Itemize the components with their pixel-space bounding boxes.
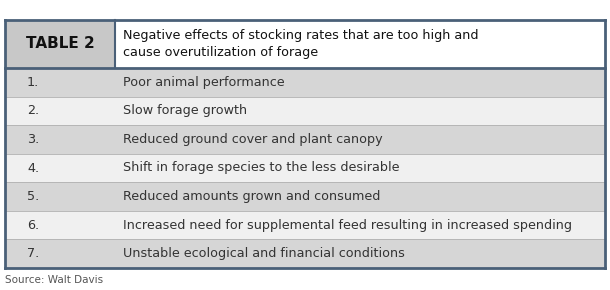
Bar [5, 240, 605, 268]
Text: 7.: 7. [27, 247, 39, 260]
Text: 4.: 4. [27, 162, 39, 175]
Bar [5, 97, 605, 125]
Text: Poor animal performance: Poor animal performance [123, 76, 285, 89]
Text: 3.: 3. [27, 133, 39, 146]
Bar [5, 154, 605, 182]
Text: Slow forage growth: Slow forage growth [123, 104, 247, 117]
Bar [5, 182, 605, 211]
Text: TABLE 2: TABLE 2 [26, 37, 95, 52]
Bar [5, 20, 115, 68]
Text: Source: Walt Davis: Source: Walt Davis [5, 275, 103, 285]
Text: 6.: 6. [27, 219, 39, 232]
Text: 5.: 5. [27, 190, 39, 203]
Bar [5, 211, 605, 240]
Text: Negative effects of stocking rates that are too high and
cause overutilization o: Negative effects of stocking rates that … [123, 29, 478, 59]
Text: Reduced ground cover and plant canopy: Reduced ground cover and plant canopy [123, 133, 382, 146]
Text: Reduced amounts grown and consumed: Reduced amounts grown and consumed [123, 190, 381, 203]
Text: Increased need for supplemental feed resulting in increased spending: Increased need for supplemental feed res… [123, 219, 572, 232]
Bar [115, 20, 605, 68]
Bar [5, 125, 605, 154]
Text: Shift in forage species to the less desirable: Shift in forage species to the less desi… [123, 162, 400, 175]
Text: 1.: 1. [27, 76, 39, 89]
Bar [5, 68, 605, 97]
Text: Unstable ecological and financial conditions: Unstable ecological and financial condit… [123, 247, 405, 260]
Text: 2.: 2. [27, 104, 39, 117]
